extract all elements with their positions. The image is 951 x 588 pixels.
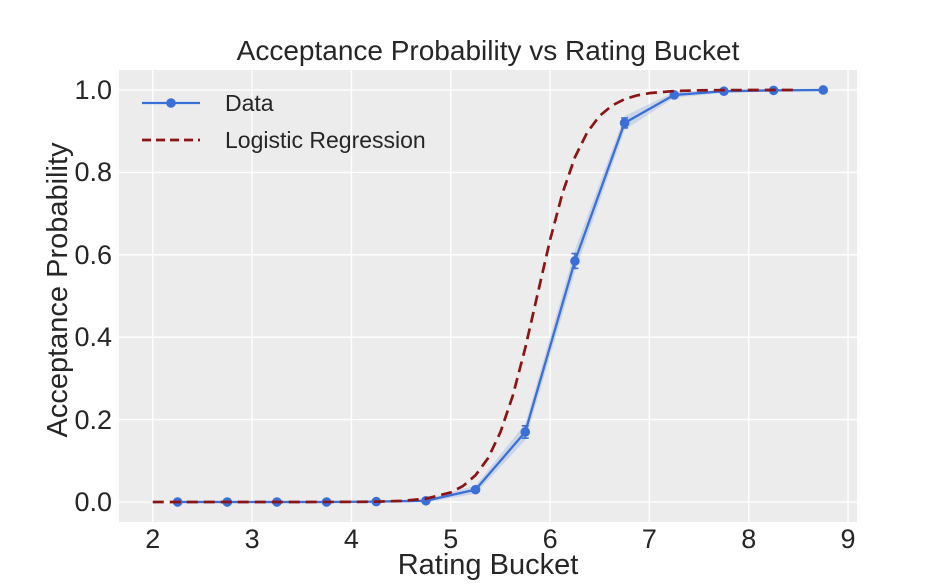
legend-marker-data [166, 98, 176, 108]
data-series-line [177, 88, 824, 504]
y-tick-label: 1.0 [74, 74, 112, 105]
y-tick-label: 0.6 [74, 239, 112, 270]
y-tick-label: 0.8 [74, 157, 112, 188]
x-axis-label: Rating Bucket [397, 549, 579, 581]
x-tick-label: 9 [840, 524, 856, 554]
data-point [818, 85, 829, 95]
x-tick-label: 3 [244, 524, 260, 554]
legend: Data Logistic Regression [142, 90, 426, 153]
data-point [470, 484, 481, 495]
y-tick-label: 0.2 [74, 404, 112, 435]
chart-title: Acceptance Probability vs Rating Bucket [236, 35, 740, 66]
plot-area [119, 70, 857, 522]
data-point [619, 118, 630, 128]
x-tick-label: 7 [641, 524, 657, 554]
x-tick-label: 6 [542, 524, 558, 554]
data-point [520, 427, 531, 437]
legend-label-data: Data [225, 90, 274, 116]
y-tick-label: 0.0 [74, 487, 112, 518]
legend-label-regression: Logistic Regression [225, 127, 426, 153]
data-point [570, 256, 580, 266]
regression-line [152, 88, 799, 504]
x-tick-label: 5 [443, 524, 459, 554]
x-tick-label: 2 [145, 524, 161, 554]
y-tick-label: 0.4 [74, 322, 112, 353]
x-tick-label: 8 [741, 524, 757, 554]
x-tick-label: 4 [343, 524, 359, 554]
